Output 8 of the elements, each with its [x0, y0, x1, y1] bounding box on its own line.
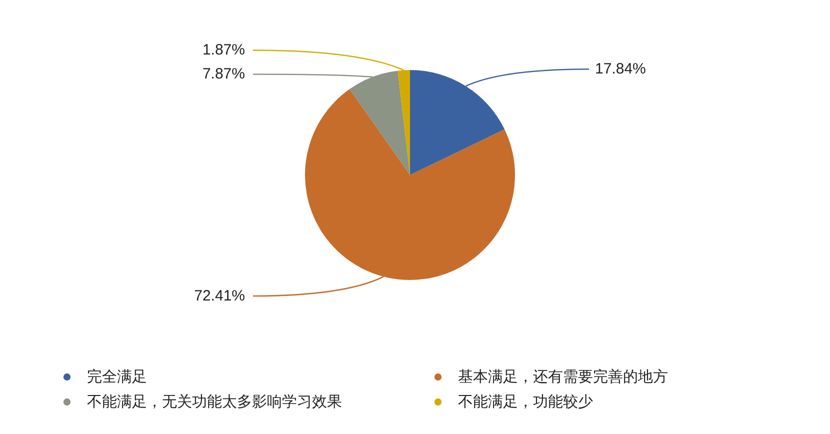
legend-label: 不能满足，功能较少	[458, 394, 593, 410]
data-label: 7.87%	[202, 66, 245, 83]
legend-label: 不能满足，无关功能太多影响学习效果	[87, 394, 342, 410]
data-label: 72.41%	[194, 287, 245, 304]
data-label: 1.87%	[202, 42, 245, 59]
data-label: 17.84%	[595, 60, 646, 78]
legend-label: 完全满足	[87, 368, 147, 386]
legend-label: 基本满足，还有需要完善的地方	[458, 368, 668, 386]
